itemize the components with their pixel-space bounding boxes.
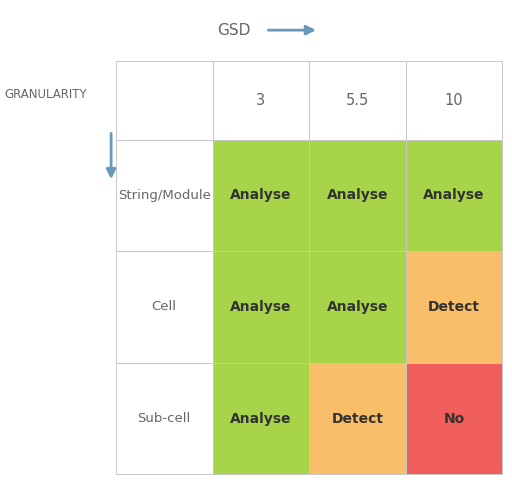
Bar: [309, 140, 406, 251]
Bar: [406, 140, 502, 251]
Bar: [116, 251, 212, 363]
Text: GSD: GSD: [218, 23, 251, 37]
Text: Cell: Cell: [152, 300, 177, 313]
Text: Analyse: Analyse: [230, 188, 291, 203]
Text: Detect: Detect: [428, 300, 480, 314]
Bar: [116, 140, 212, 251]
Text: 3: 3: [257, 93, 265, 108]
Bar: [309, 251, 406, 363]
Text: Analyse: Analyse: [327, 188, 388, 203]
Text: Analyse: Analyse: [230, 412, 291, 426]
Text: String/Module: String/Module: [118, 189, 210, 202]
Text: Analyse: Analyse: [230, 300, 291, 314]
Bar: [212, 363, 309, 474]
Text: 5.5: 5.5: [346, 93, 369, 108]
Bar: [309, 363, 406, 474]
Bar: [116, 61, 212, 140]
Text: No: No: [443, 412, 465, 426]
Bar: [116, 363, 212, 474]
Text: 10: 10: [445, 93, 463, 108]
Bar: [406, 363, 502, 474]
Text: GRANULARITY: GRANULARITY: [5, 88, 88, 101]
Text: Detect: Detect: [331, 412, 383, 426]
Bar: [406, 61, 502, 140]
Bar: [406, 251, 502, 363]
Bar: [212, 251, 309, 363]
Bar: [309, 61, 406, 140]
Bar: [212, 61, 309, 140]
Text: Analyse: Analyse: [423, 188, 485, 203]
Bar: [212, 140, 309, 251]
Text: Analyse: Analyse: [327, 300, 388, 314]
Text: Sub-cell: Sub-cell: [138, 412, 191, 425]
